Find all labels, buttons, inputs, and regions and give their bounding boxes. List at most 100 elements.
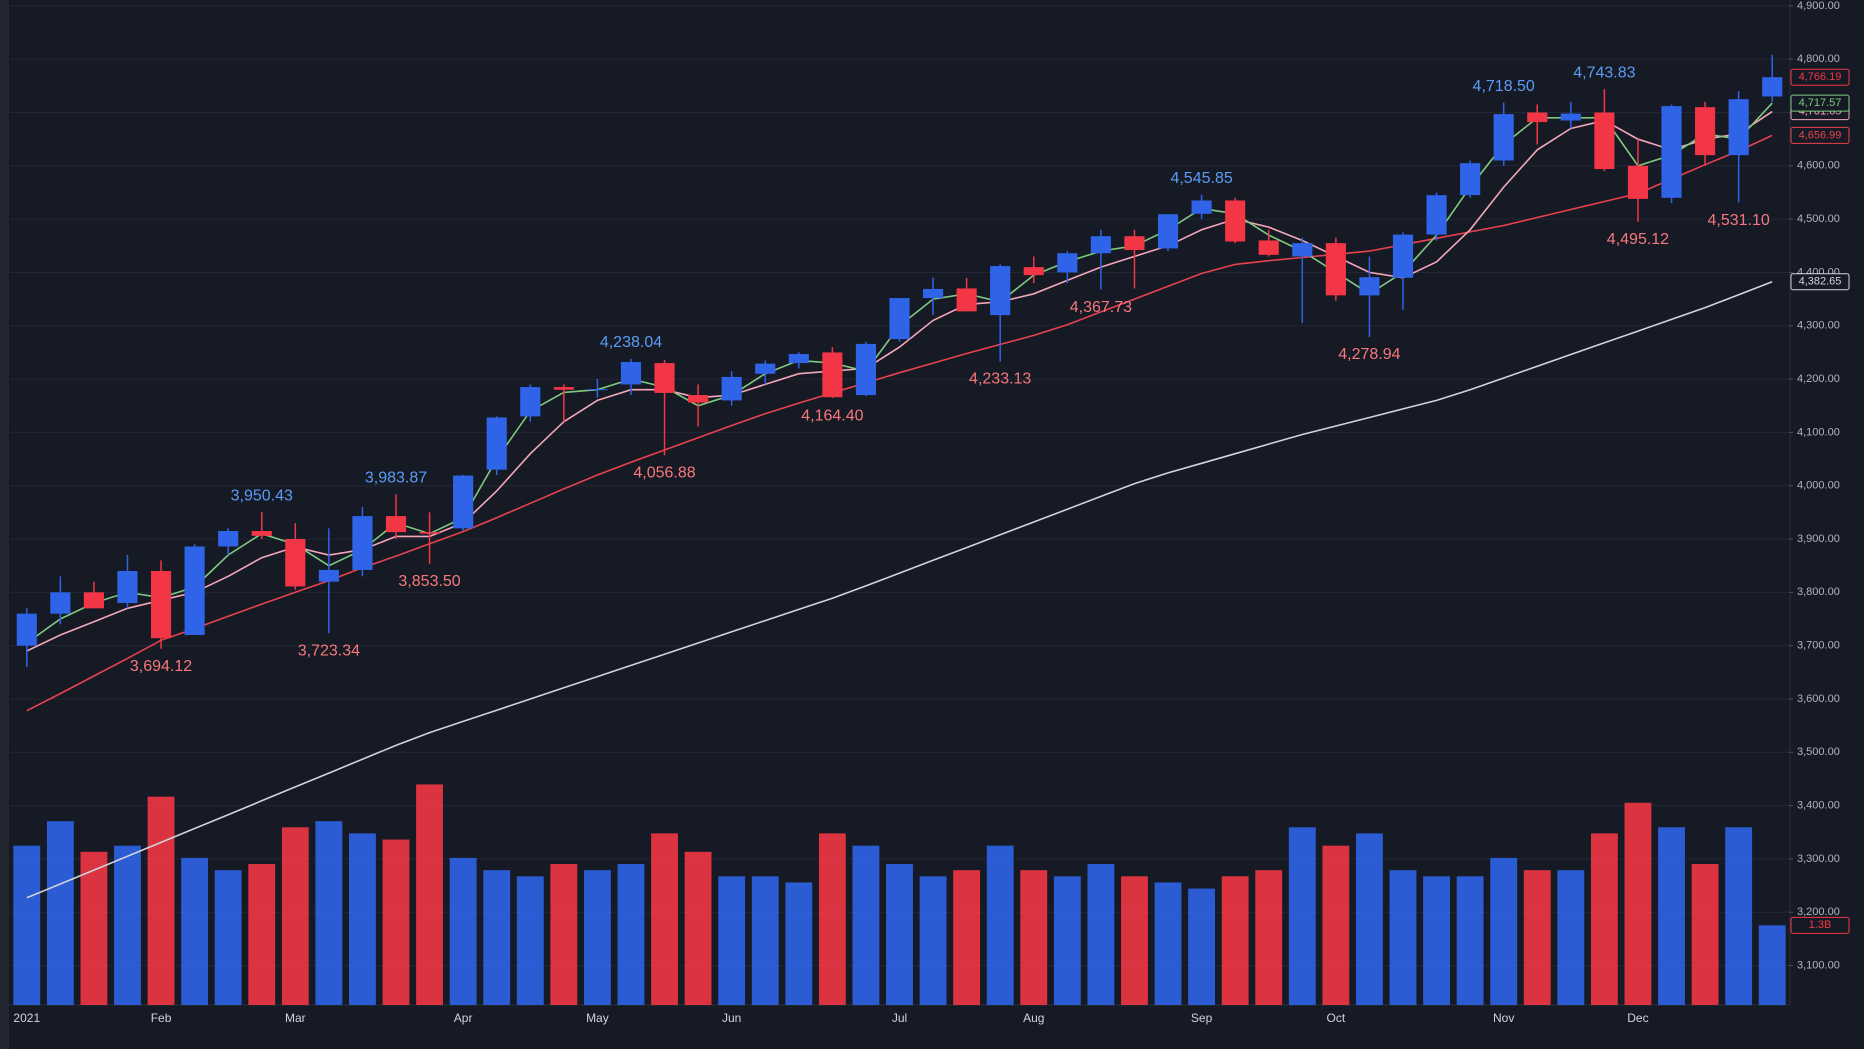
y-tick-label: 3,300.00	[1797, 853, 1840, 865]
candle-body	[1426, 195, 1447, 235]
volume-bar	[1053, 876, 1081, 1005]
volume-bar	[1154, 882, 1182, 1005]
candle-body	[1728, 99, 1749, 156]
candle-body	[956, 288, 977, 312]
x-tick-label: Aug	[1023, 1011, 1044, 1025]
volume-bar	[818, 833, 846, 1005]
volume-bar	[718, 876, 746, 1005]
candle-body	[117, 571, 138, 603]
volume-bar	[349, 833, 376, 1005]
x-tick-label: Nov	[1493, 1011, 1514, 1025]
volume-bar	[1691, 864, 1719, 1005]
candle-body	[587, 389, 608, 391]
candle-body	[1090, 236, 1111, 254]
candle-body	[1359, 277, 1380, 296]
volume-bar	[214, 870, 242, 1005]
volume-bar	[114, 845, 141, 1005]
candle-body	[990, 266, 1011, 316]
volume-bar	[1188, 888, 1216, 1005]
high-label: 4,545.85	[1170, 170, 1232, 187]
volume-bar	[248, 864, 276, 1005]
x-tick-label: Apr	[454, 1011, 473, 1025]
volume-bar	[516, 876, 544, 1005]
x-tick-label: Sep	[1191, 1011, 1213, 1025]
volume-bar	[751, 876, 779, 1005]
y-tick-label: 4,100.00	[1797, 426, 1840, 438]
volume-bar	[1020, 870, 1048, 1005]
y-tick-label: 3,800.00	[1797, 586, 1840, 598]
volume-bar	[483, 870, 511, 1005]
candle-body	[1661, 106, 1682, 198]
candle-body	[1392, 234, 1414, 278]
volume-bar	[852, 845, 880, 1005]
price-tag-label: 4,382.65	[1799, 276, 1842, 288]
price-tag	[1790, 126, 1850, 144]
candle-body	[352, 516, 373, 570]
price-tag-label: 4,766.19	[1799, 71, 1842, 83]
moving-average-line	[26, 280, 1773, 899]
y-tick-label: 4,500.00	[1797, 213, 1840, 225]
volume-bar	[1355, 833, 1383, 1005]
left-border	[0, 0, 9, 1049]
x-tick-label: Mar	[285, 1011, 306, 1025]
volume-bar	[1658, 827, 1685, 1005]
volume-bar	[1456, 876, 1484, 1005]
volume-bar	[281, 827, 309, 1005]
candle-body	[654, 363, 675, 393]
y-tick-label: 4,000.00	[1797, 480, 1840, 492]
volume-bar	[181, 857, 209, 1005]
volume-bar	[785, 882, 813, 1005]
volume-bar	[583, 870, 611, 1005]
price-tag	[1790, 68, 1850, 86]
volume-bar	[80, 851, 108, 1005]
y-tick-label: 3,100.00	[1797, 959, 1840, 971]
candle-body	[1762, 77, 1783, 97]
candle-body	[1292, 243, 1313, 257]
candle-body	[150, 571, 172, 639]
volume-bar	[13, 845, 41, 1005]
volume-bar	[617, 864, 645, 1005]
volume-bar	[1255, 870, 1283, 1005]
candle-body	[1493, 114, 1514, 161]
y-tick-label: 4,300.00	[1797, 320, 1840, 332]
y-tick-label: 3,200.00	[1797, 906, 1840, 918]
y-tick-label: 3,600.00	[1797, 693, 1840, 705]
moving-average-line	[26, 110, 1773, 652]
price-tag-label: 4,656.99	[1799, 129, 1842, 141]
candle-body	[1191, 200, 1212, 214]
volume-bar	[1389, 870, 1417, 1005]
candle-body	[822, 352, 843, 398]
low-label: 3,723.34	[298, 642, 360, 659]
volume-bar	[1725, 827, 1753, 1005]
candle-body	[486, 417, 507, 470]
y-tick-label: 4,800.00	[1797, 53, 1840, 65]
volume-bar	[46, 821, 74, 1005]
candle-body	[318, 569, 339, 582]
candle-body	[1627, 165, 1649, 199]
volume-bar	[382, 839, 410, 1005]
candle-body	[1527, 112, 1548, 123]
volume-bar	[1590, 833, 1618, 1005]
volume-bar	[1423, 876, 1450, 1005]
volume-bar	[449, 857, 477, 1005]
candle-body	[218, 531, 239, 547]
candle-body	[889, 298, 910, 340]
candle-body	[688, 395, 709, 403]
price-tag	[1790, 916, 1850, 934]
x-tick-label: Jun	[722, 1011, 741, 1025]
candle-body	[620, 362, 642, 385]
y-tick-label: 4,600.00	[1797, 160, 1840, 172]
candle-body	[1560, 113, 1581, 121]
price-tag	[1790, 273, 1850, 291]
moving-average-line	[26, 134, 1773, 712]
candle-body	[419, 532, 440, 534]
low-label: 4,056.88	[633, 465, 695, 482]
price-tag-label: 1.3B	[1809, 919, 1832, 931]
high-label: 4,743.83	[1573, 64, 1635, 81]
candle-body	[1325, 243, 1346, 296]
volume-bar	[315, 821, 343, 1005]
candle-body	[1258, 240, 1279, 255]
candle-body	[520, 387, 541, 417]
